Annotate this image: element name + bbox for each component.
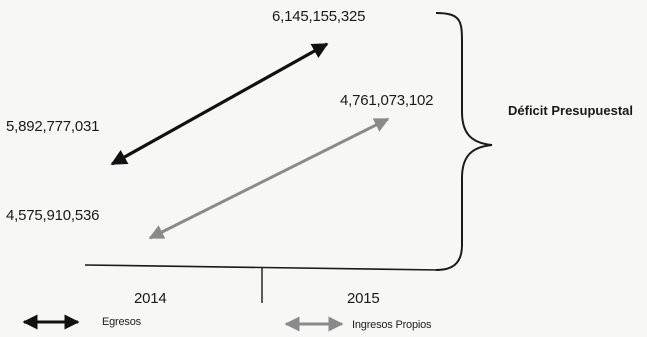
egresos-arrow	[110, 42, 329, 166]
egresos-2014-value: 5,892,777,031	[6, 118, 100, 135]
year-2014-label: 2014	[134, 290, 167, 307]
egresos-2015-value: 6,145,155,325	[272, 8, 366, 25]
deficit-brace	[435, 12, 493, 271]
ingresos-2015-value: 4,761,073,102	[340, 92, 434, 109]
legend-egresos-label: Egresos	[102, 316, 141, 328]
deficit-label: Déficit Presupuestal	[508, 103, 633, 118]
year-2015-label: 2015	[347, 290, 380, 307]
ingresos-arrow	[148, 117, 390, 240]
ingresos-2014-value: 4,575,910,536	[6, 207, 100, 224]
legend-ingresos-label: Ingresos Propios	[352, 319, 432, 331]
